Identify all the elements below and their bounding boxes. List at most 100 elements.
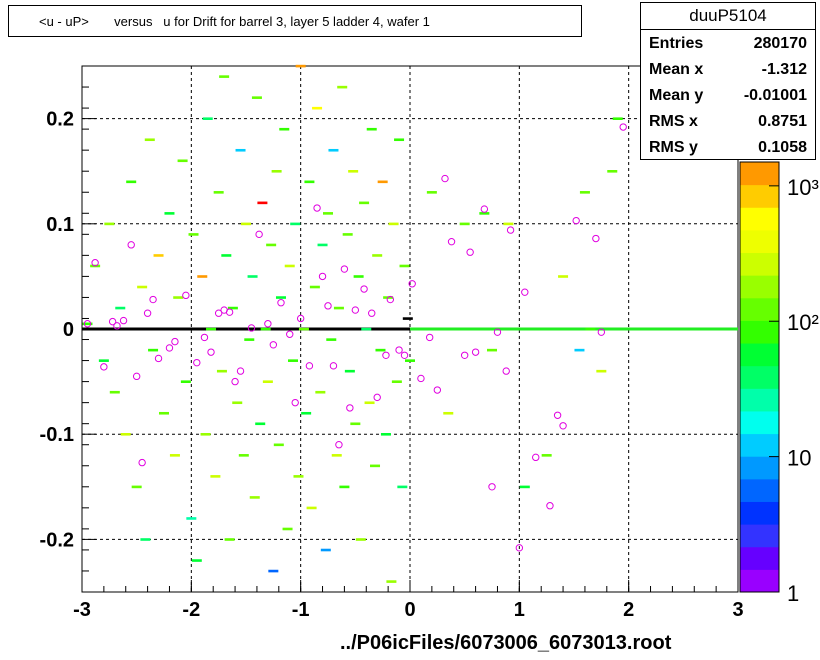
profile-marker <box>447 237 456 246</box>
stat-rms-y: RMS y 0.1058 <box>641 134 815 160</box>
stat-mean-y: Mean y -0.01001 <box>641 82 815 108</box>
profile-marker <box>466 248 474 256</box>
histogram-cell <box>104 222 115 226</box>
histogram-cell <box>366 127 377 131</box>
histogram-cell <box>213 191 224 194</box>
y-tick-label: -0.2 <box>40 529 74 551</box>
histogram-cell <box>503 222 514 226</box>
histogram-cell <box>426 191 437 194</box>
profile-marker <box>143 309 152 317</box>
histogram-cell <box>301 411 312 415</box>
stat-label: Mean y <box>649 87 704 104</box>
palette-swatch <box>740 207 779 231</box>
histogram-cell <box>333 306 344 310</box>
stat-label: RMS y <box>649 139 698 156</box>
axes: -3 -2 -1 0 1 2 3 -0.2 -0.1 0 0.1 0.2 <box>40 65 744 621</box>
histogram-cell <box>251 96 262 99</box>
histogram-cell <box>558 275 569 278</box>
stat-value: 280170 <box>753 35 807 52</box>
histogram-cell <box>364 401 375 405</box>
profile-marker <box>553 411 562 419</box>
histogram-cell <box>200 433 211 436</box>
profile-marker <box>521 288 529 296</box>
palette-swatch <box>740 456 779 480</box>
histogram-cell <box>331 454 342 457</box>
profile-marker <box>91 259 99 267</box>
histogram-cell <box>148 348 159 352</box>
histogram-cell <box>180 380 191 383</box>
histogram-cell <box>312 106 323 110</box>
histogram-cell <box>247 275 258 278</box>
profile-marker <box>351 306 360 314</box>
profile-marker <box>506 226 515 234</box>
histogram-cell <box>372 254 383 257</box>
histogram-cell <box>202 117 213 120</box>
histogram-cell <box>479 212 490 215</box>
stat-value: 0.1058 <box>758 139 807 156</box>
x-tick-label: -2 <box>182 599 200 621</box>
histogram-cell <box>188 233 199 236</box>
profile-marker <box>346 404 354 412</box>
profile-marker <box>127 241 135 249</box>
histogram-cell <box>224 538 235 541</box>
histogram-cell <box>361 327 372 331</box>
palette-frame <box>739 161 780 593</box>
profile-band <box>82 327 410 331</box>
palette-swatch <box>740 365 779 389</box>
histogram-cell <box>574 348 585 352</box>
profile-marker <box>269 341 278 349</box>
histogram-cell <box>612 117 623 120</box>
profile-marker <box>113 322 121 330</box>
histogram-cell <box>402 317 413 320</box>
histogram-cell <box>370 464 381 468</box>
profile-marker <box>277 299 285 307</box>
histogram-cell <box>173 296 184 299</box>
histogram-cell <box>131 485 142 489</box>
profile-marker <box>360 285 368 293</box>
profile-marker <box>502 367 510 375</box>
histogram-cell <box>257 201 268 205</box>
profile-marker <box>255 230 263 239</box>
histogram-cell <box>206 327 217 331</box>
profile-markers <box>83 123 627 552</box>
histogram-cell <box>487 348 497 352</box>
histogram-cell <box>326 338 337 341</box>
profile-marker <box>318 272 327 281</box>
stat-value: 0.8751 <box>758 113 807 130</box>
profile-marker <box>460 351 469 359</box>
stat-entries: Entries 280170 <box>641 30 815 56</box>
stat-label: RMS x <box>649 113 698 130</box>
profile-marker <box>138 458 146 467</box>
palette-swatch <box>740 546 779 570</box>
histogram-cell <box>271 170 282 173</box>
histogram-cell <box>344 369 355 373</box>
y-tick-label: 0.2 <box>46 109 74 131</box>
file-label: ../P06icFiles/6073006_6073013.root <box>340 632 672 654</box>
profile-marker <box>329 362 338 370</box>
palette-swatch <box>740 297 779 321</box>
palette-swatch <box>740 388 779 412</box>
profile-marker <box>171 337 179 346</box>
profile-marker <box>471 348 480 356</box>
histogram-cell <box>342 233 353 236</box>
histogram-cell <box>399 264 410 268</box>
histogram-cell <box>241 222 251 226</box>
palette-swatch <box>740 524 779 548</box>
profile-marker <box>207 348 215 356</box>
histogram-cell <box>375 348 386 352</box>
histogram-cell <box>115 306 126 310</box>
profile-marker <box>572 216 580 225</box>
profile-marker <box>286 330 294 338</box>
histogram-cell <box>377 180 388 184</box>
profile-marker <box>597 328 606 336</box>
stat-value: -0.01001 <box>743 87 807 104</box>
histogram-cell <box>137 285 148 289</box>
profile-marker <box>425 333 434 342</box>
profile-marker <box>264 320 272 328</box>
histogram-cell <box>306 506 317 510</box>
histogram-cell <box>386 580 397 583</box>
palette-swatch <box>740 343 779 367</box>
profile-marker <box>291 398 299 407</box>
histogram-cell <box>337 85 348 89</box>
profile-marker <box>305 362 314 370</box>
